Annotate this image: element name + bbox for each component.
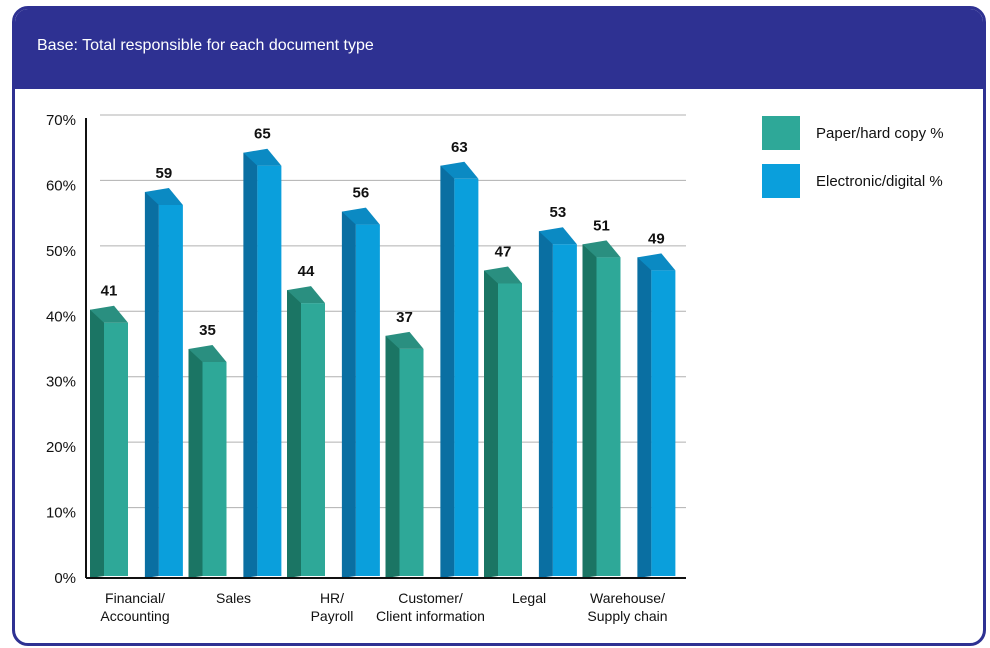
- bar-value-label: 63: [451, 139, 468, 156]
- axes: [85, 118, 686, 579]
- chart-header: Base: Total responsible for each documen…: [15, 9, 983, 89]
- x-tick-label: Customer/: [398, 590, 463, 606]
- bar-paper: 51: [582, 217, 621, 579]
- bar-side-face: [440, 165, 455, 579]
- bar-side-face: [144, 191, 159, 578]
- bar-front-face: [596, 257, 621, 576]
- x-tick-label: Legal: [512, 590, 546, 606]
- bar-top-face: [90, 305, 128, 323]
- bar-front-face: [454, 178, 479, 577]
- base-text: Base: Total responsible for each documen…: [37, 37, 374, 54]
- bar-digital: 56: [341, 185, 380, 578]
- y-tick-label: 0%: [54, 570, 76, 587]
- bar-paper: 37: [385, 309, 424, 578]
- y-tick-label: 70%: [46, 112, 76, 129]
- y-tick-label: 50%: [46, 243, 76, 260]
- legend: Paper/hard copy % Electronic/digital %: [762, 116, 944, 198]
- y-tick-label: 60%: [46, 177, 76, 194]
- bars: 41 59 35 65 44 56 37 63 47 53 51 49: [90, 126, 676, 579]
- bar-front-face: [158, 204, 183, 576]
- bar-side-face: [341, 211, 356, 578]
- x-tick-label: Client information: [376, 608, 485, 624]
- bar-front-face: [257, 165, 282, 576]
- bar-value-label: 35: [199, 322, 216, 339]
- bar-top-face: [440, 161, 479, 179]
- x-tick-label: Supply chain: [587, 608, 667, 624]
- bar-top-face: [144, 187, 183, 205]
- bar-value-label: 56: [353, 185, 370, 202]
- bar-side-face: [243, 152, 258, 578]
- bar-paper: 41: [90, 283, 128, 578]
- x-tick-label: HR/: [320, 590, 344, 606]
- bar-top-face: [341, 207, 380, 225]
- x-tick-label: Accounting: [100, 608, 169, 624]
- bar-paper: 44: [287, 263, 325, 578]
- y-tick-label: 20%: [46, 439, 76, 456]
- bar-value-label: 65: [254, 126, 271, 143]
- bar-side-face: [385, 335, 400, 578]
- bar-value-label: 59: [156, 165, 173, 182]
- x-tick-label: Sales: [216, 590, 251, 606]
- bar-value-label: 47: [495, 243, 512, 260]
- bar-front-face: [104, 322, 128, 576]
- bar-value-label: 51: [593, 217, 610, 234]
- legend-swatch: [762, 164, 800, 198]
- bar-paper: 47: [484, 243, 522, 578]
- bar-top-face: [385, 331, 424, 349]
- x-tick-label: Payroll: [311, 608, 354, 624]
- bar-side-face: [637, 257, 652, 578]
- x-axis-labels: Financial/Accounting Sales HR/Payroll Custo…: [100, 590, 667, 624]
- bar-top-face: [243, 148, 282, 166]
- bar-top-face: [582, 240, 621, 258]
- bar-side-face: [582, 244, 597, 579]
- y-axis-ticks: 0% 10% 20% 30% 40% 50% 60% 70%: [46, 112, 76, 587]
- bar-top-face: [484, 266, 522, 284]
- bar-digital: 49: [637, 230, 676, 578]
- bar-value-label: 49: [648, 230, 665, 247]
- legend-label: Paper/hard copy %: [816, 125, 944, 142]
- bar-top-face: [287, 286, 325, 304]
- legend-label: Electronic/digital %: [816, 173, 943, 190]
- bar-side-face: [287, 290, 301, 578]
- bar-front-face: [498, 283, 522, 576]
- bar-side-face: [90, 309, 104, 578]
- bar-side-face: [538, 231, 553, 578]
- bar-front-face: [552, 244, 577, 576]
- bar-front-face: [355, 224, 380, 576]
- y-tick-label: 10%: [46, 505, 76, 522]
- bar-value-label: 37: [396, 309, 413, 326]
- bar-paper: 35: [188, 322, 227, 578]
- bar-digital: 63: [440, 139, 479, 579]
- bar-top-face: [637, 253, 676, 271]
- y-tick-label: 30%: [46, 374, 76, 391]
- bar-front-face: [399, 348, 424, 576]
- bar-value-label: 41: [101, 283, 118, 300]
- bar-digital: 65: [243, 126, 282, 578]
- x-tick-label: Warehouse/: [590, 590, 665, 606]
- bar-value-label: 44: [298, 263, 315, 280]
- bar-value-label: 53: [550, 204, 567, 221]
- bar-digital: 53: [538, 204, 577, 578]
- legend-swatch: [762, 116, 800, 150]
- bar-front-face: [202, 362, 227, 576]
- bar-digital: 59: [144, 165, 183, 578]
- bar-top-face: [188, 345, 227, 362]
- bar-side-face: [188, 349, 203, 578]
- y-tick-label: 40%: [46, 308, 76, 325]
- bar-top-face: [538, 227, 577, 245]
- x-tick-label: Financial/: [105, 590, 165, 606]
- bar-side-face: [484, 270, 498, 578]
- bar-front-face: [301, 303, 325, 576]
- bar-front-face: [651, 270, 676, 576]
